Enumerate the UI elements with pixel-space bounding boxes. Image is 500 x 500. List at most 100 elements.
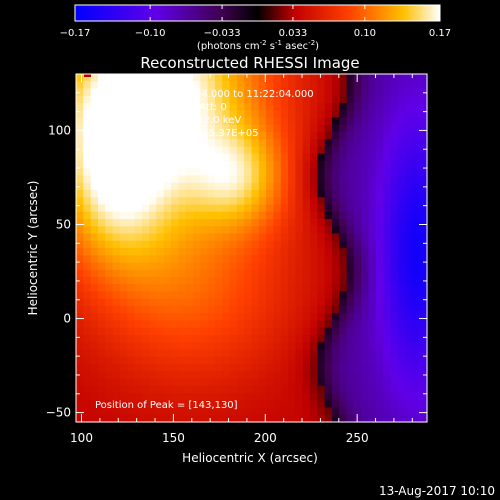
heatmap-cell [412, 146, 421, 155]
heatmap-cell [310, 240, 318, 249]
heatmap-cell [193, 356, 201, 365]
heatmap-cell [207, 371, 216, 380]
heatmap-cell [119, 313, 128, 322]
heatmap-cell [383, 320, 392, 329]
heatmap-cell [288, 117, 296, 126]
heatmap-cell [193, 117, 201, 126]
heatmap-cell [178, 378, 187, 387]
heatmap-cell [288, 364, 296, 372]
heatmap-cell [112, 364, 121, 372]
heatmap-cell [273, 168, 282, 177]
heatmap-cell [361, 110, 370, 119]
heatmap-cell [141, 407, 150, 416]
heatmap-cell [200, 306, 209, 314]
heatmap-cell [288, 139, 296, 148]
heatmap-cell [163, 233, 172, 242]
heatmap-cell [280, 110, 289, 119]
heatmap-cell [397, 117, 406, 126]
heatmap-cell [324, 132, 333, 140]
heatmap-cell [193, 175, 201, 184]
heatmap-cell [280, 124, 289, 133]
heatmap-cell [368, 291, 377, 300]
heatmap-cell [324, 393, 333, 401]
heatmap-cell [412, 335, 421, 343]
heatmap-cell [273, 255, 282, 264]
heatmap-cell [222, 204, 231, 213]
heatmap-cell [331, 306, 340, 314]
heatmap-cell [178, 393, 187, 401]
heatmap-cell [266, 255, 275, 264]
heatmap-cell [346, 233, 355, 242]
y-tick-label: −50 [46, 406, 71, 420]
heatmap-cell [207, 233, 216, 242]
heatmap-cell [375, 313, 384, 322]
heatmap-cell [397, 248, 406, 256]
heatmap-cell [266, 313, 275, 322]
heatmap-cell [375, 342, 384, 351]
heatmap-cell [149, 88, 158, 97]
heatmap-cell [295, 182, 304, 191]
heatmap-cell [331, 103, 340, 111]
heatmap-cell [134, 356, 143, 365]
heatmap-cell [251, 349, 260, 358]
heatmap-cell [331, 356, 340, 365]
heatmap-cell [419, 385, 428, 394]
heatmap-cell [90, 342, 99, 351]
heatmap-cell [339, 356, 348, 365]
heatmap-cell [171, 81, 179, 90]
heatmap-cell [324, 139, 333, 148]
heatmap-cell [266, 88, 275, 97]
heatmap-cell [76, 197, 84, 206]
heatmap-cell [258, 226, 267, 235]
heatmap-cell [207, 400, 216, 409]
heatmap-cell [185, 291, 194, 300]
heatmap-cell [76, 153, 84, 162]
heatmap-cell [193, 349, 201, 358]
heatmap-cell [149, 364, 158, 372]
heatmap-cell [412, 306, 421, 314]
heatmap-cell [193, 327, 201, 336]
heatmap-cell [83, 233, 92, 242]
heatmap-cell [375, 168, 384, 177]
x-tick-label: 100 [70, 431, 93, 445]
heatmap-cell [200, 233, 209, 242]
heatmap-cell [97, 240, 106, 249]
heatmap-cell [76, 385, 84, 394]
heatmap-cell [83, 132, 92, 140]
heatmap-cell [295, 168, 304, 177]
heatmap-cell [244, 371, 253, 380]
heatmap-cell [397, 262, 406, 271]
heatmap-cell [288, 378, 296, 387]
heatmap-cell [207, 262, 216, 271]
heatmap-cell [134, 161, 143, 169]
heatmap-cell [317, 342, 326, 351]
heatmap-cell [405, 168, 413, 177]
heatmap-cell [185, 407, 194, 416]
heatmap-cell [134, 393, 143, 401]
heatmap-cell [288, 291, 296, 300]
heatmap-cell [119, 132, 128, 140]
heatmap-cell [119, 175, 128, 184]
heatmap-cell [346, 291, 355, 300]
heatmap-cell [171, 161, 179, 169]
heatmap-cell [361, 117, 370, 126]
heatmap-cell [317, 414, 326, 423]
heatmap-cell [105, 400, 114, 409]
heatmap-cell [368, 335, 377, 343]
heatmap-cell [280, 211, 289, 220]
heatmap-cell [214, 342, 223, 351]
heatmap-cell [178, 182, 187, 191]
heatmap-cell [258, 182, 267, 191]
heatmap-cell [295, 124, 304, 133]
heatmap-cell [266, 284, 275, 293]
heatmap-cell [397, 342, 406, 351]
heatmap-cell [368, 349, 377, 358]
heatmap-cell [339, 74, 348, 82]
heatmap-cell [295, 262, 304, 271]
heatmap-cell [397, 88, 406, 97]
heatmap-cell [214, 240, 223, 249]
heatmap-cell [229, 204, 238, 213]
heatmap-cell [134, 371, 143, 380]
heatmap-cell [119, 117, 128, 126]
heatmap-cell [229, 240, 238, 249]
